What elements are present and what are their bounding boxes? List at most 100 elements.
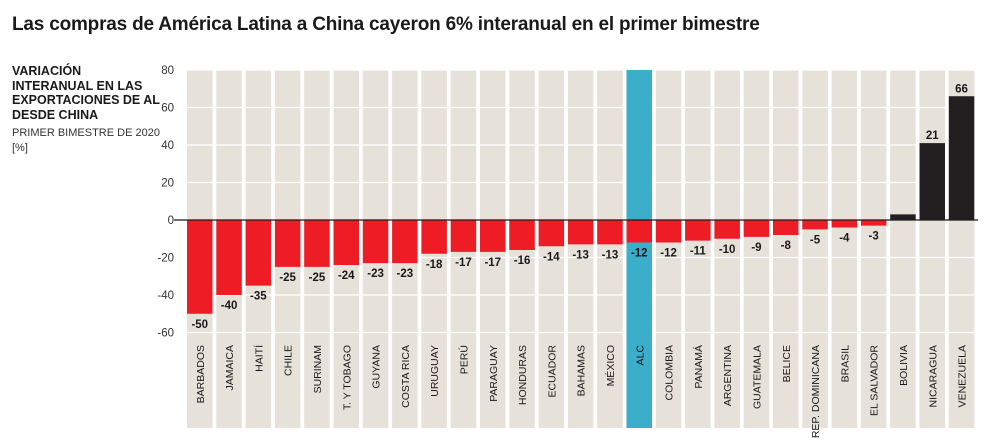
data-label: -10 [719, 244, 736, 256]
category-label: SURINAM [312, 345, 324, 393]
data-label: -17 [455, 257, 472, 269]
bar [274, 220, 301, 267]
category-label: COLOMBIA [664, 345, 676, 400]
column-background [538, 70, 565, 428]
category-label: T. Y TOBAGO [341, 345, 353, 410]
column-background [743, 70, 770, 428]
y-axis-unit-label: PRIMER BIMESTRE DE 2020 [%] [12, 127, 160, 154]
data-label: -13 [572, 249, 589, 261]
category-label: PERÚ [457, 345, 470, 374]
bar [860, 220, 887, 226]
category-label: URUGUAY [429, 345, 441, 397]
data-label: -23 [367, 268, 384, 280]
bar [890, 214, 916, 220]
data-label: -40 [221, 300, 238, 312]
column-background [773, 70, 799, 428]
column-background [890, 70, 916, 428]
highlight-column [626, 70, 652, 428]
data-label: 21 [926, 130, 939, 142]
bar [685, 220, 711, 241]
category-label: BAHAMAS [576, 345, 588, 396]
data-label: -14 [543, 251, 560, 263]
category-label: NICARAGUA [927, 345, 939, 407]
bar [538, 220, 565, 247]
y-tick-label: 20 [161, 178, 174, 190]
bar [333, 220, 359, 265]
data-label: -24 [338, 270, 355, 282]
bar [831, 220, 858, 228]
category-label: PARAGUAY [488, 345, 500, 402]
category-label: EL SALVADOR [869, 345, 881, 416]
bar [948, 96, 975, 220]
y-tick-label: 40 [161, 140, 174, 152]
category-label: ECUADOR [546, 345, 558, 398]
bars [187, 70, 975, 428]
category-label: JAMAICA [224, 345, 236, 391]
data-label: -13 [602, 249, 619, 261]
data-label: -17 [484, 257, 501, 269]
category-label: MÉXICO [604, 345, 617, 386]
y-axis-description: VARIACIÓN INTERANUAL EN LAS EXPORTACIONE… [12, 64, 162, 156]
category-label: COSTA RICA [400, 345, 412, 408]
category-label: ARGENTINA [722, 345, 734, 406]
data-label: 66 [955, 83, 968, 95]
bar [450, 220, 477, 252]
category-label: HAITÍ [252, 345, 265, 372]
data-label: -25 [309, 272, 326, 284]
data-label: -11 [690, 246, 707, 258]
category-label: VENEZUELA [957, 345, 969, 407]
category-label: HONDURAS [517, 345, 529, 405]
gridlines [187, 69, 979, 334]
bar [802, 220, 828, 230]
category-label: GUATEMALA [751, 345, 763, 409]
category-label: BRASIL [839, 345, 851, 383]
column-background [860, 70, 887, 428]
category-label: BELICE [781, 345, 793, 382]
data-label: -9 [751, 242, 761, 254]
category-label: BARBADOS [195, 345, 207, 403]
y-tick-label: -40 [157, 290, 174, 302]
bar [655, 220, 682, 243]
data-label: -35 [250, 291, 267, 303]
category-label: REP. DOMINICANA [810, 345, 822, 438]
y-tick-label: -20 [157, 253, 174, 265]
y-tick-label: 80 [161, 65, 174, 77]
column-background [714, 70, 740, 428]
data-label: -12 [631, 248, 648, 260]
column-background [802, 70, 828, 428]
data-label: -3 [869, 231, 879, 243]
bar [626, 220, 652, 243]
bar [480, 220, 506, 252]
column-background [655, 70, 682, 428]
column-background [567, 70, 594, 428]
category-label: GUYANA [371, 345, 383, 389]
data-label: -4 [839, 233, 850, 245]
bar [509, 220, 535, 250]
bar [216, 220, 242, 295]
bar [362, 220, 389, 264]
bar [743, 220, 770, 237]
column-background [597, 70, 623, 428]
bar [919, 143, 945, 220]
bar [714, 220, 740, 239]
data-label: -5 [810, 234, 821, 246]
bar [245, 220, 272, 286]
y-axis-label: VARIACIÓN INTERANUAL EN LAS EXPORTACIONE… [12, 64, 160, 122]
value-labels: -50-40-35-25 -25 -24 -23 -23-18 -17 -17 -16 -14-… [191, 83, 968, 331]
category-labels: BARBADOS JAMAICA HAITÍ CHILE SURINAM T. Y TOB… [195, 345, 969, 439]
y-tick-label: 0 [168, 215, 174, 227]
y-tick-label: -60 [157, 328, 174, 340]
data-label: -18 [426, 259, 443, 271]
bar [421, 220, 447, 254]
bar [567, 220, 594, 245]
column-backgrounds [187, 70, 975, 428]
column-background [685, 70, 711, 428]
data-label: -16 [514, 255, 531, 267]
data-label: -8 [781, 240, 792, 252]
y-tick-labels: 80 60 40 20 0 -20 -40 -60 [157, 65, 174, 340]
category-label: BOLIVIA [898, 345, 910, 386]
bar [392, 220, 418, 264]
bar [187, 220, 213, 314]
data-label: -50 [191, 319, 208, 331]
